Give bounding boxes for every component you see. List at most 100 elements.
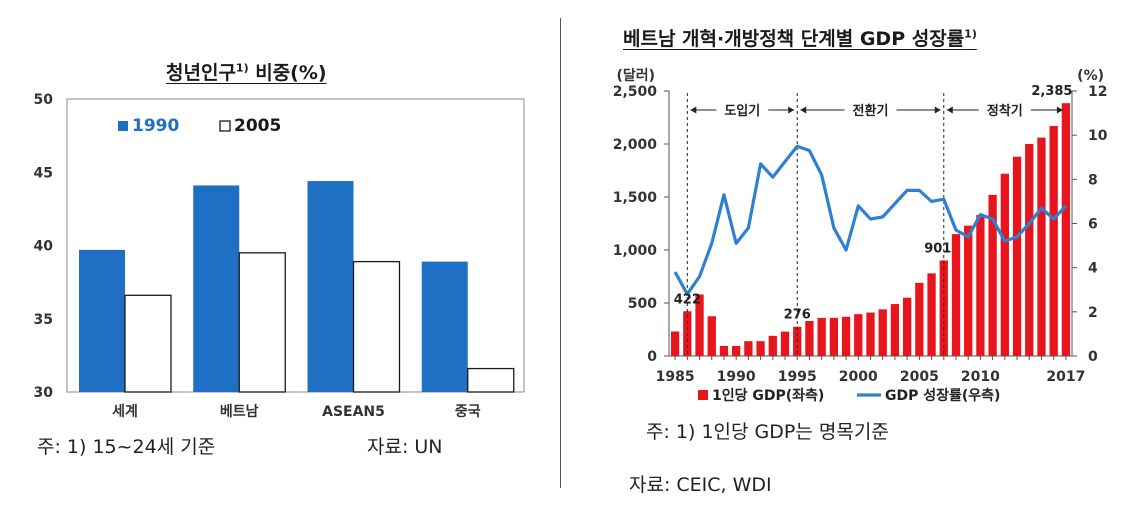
legend-label-gdp: 1인당 GDP(좌측) <box>712 387 824 404</box>
bar-1990 <box>193 185 240 392</box>
y-tick-label: 35 <box>34 312 53 328</box>
gdp-bar <box>805 321 814 356</box>
gdp-bar <box>1012 156 1022 356</box>
gdp-bar <box>1000 173 1009 356</box>
left-chart-panel: 청년인구1) 비중(%) 30 35 40 45 50 세계 베트남 ASEAN5 중국 1990… <box>0 0 560 517</box>
gdp-bar <box>719 345 729 356</box>
y-tick-label: 45 <box>34 165 53 181</box>
right-y-tick-label: 8 <box>1088 172 1098 188</box>
right-title-footnote-mark: 1) <box>964 27 977 41</box>
growth-rate-line <box>673 144 1068 296</box>
gdp-bar <box>829 317 839 356</box>
phase-arrowhead <box>946 106 953 114</box>
gdp-bar <box>768 335 777 356</box>
left-title-suffix: 비중(%) <box>248 62 327 84</box>
left-y-tick-label: 0 <box>647 349 657 365</box>
gdp-bar <box>1025 144 1034 356</box>
gdp-bar <box>756 341 765 356</box>
left-y-tick-label: 1,500 <box>613 190 658 206</box>
gdp-bar <box>964 225 973 356</box>
y-tick-label: 50 <box>34 92 54 108</box>
legend-swatch-gdp <box>698 390 708 400</box>
gdp-bar <box>1037 137 1046 356</box>
gdp-bar <box>841 316 851 356</box>
left-y-tick-label: 2,500 <box>613 84 658 100</box>
bar-2005 <box>238 252 286 393</box>
x-tick-label: 2017 <box>1046 369 1085 385</box>
legend-label-2005: 2005 <box>234 116 281 136</box>
gdp-bar <box>817 317 826 356</box>
youth-population-chart: 30 35 40 45 50 세계 베트남 ASEAN5 중국 1990 2005 <box>34 92 525 420</box>
gdp-bar <box>878 309 887 356</box>
gdp-bar <box>927 273 936 356</box>
phase-label: 전환기 <box>853 103 889 119</box>
y-tick-label: 30 <box>34 385 54 401</box>
right-note: 주: 1) 1인당 GDP는 명목기준 <box>646 421 889 443</box>
phase-label: 도입기 <box>724 104 760 119</box>
right-source: 자료: CEIC, WDI <box>629 474 772 496</box>
bar-data-label: 276 <box>784 308 811 323</box>
bar-1990 <box>79 249 125 392</box>
left-title-text: 청년인구 <box>166 62 236 84</box>
phase-arrowhead <box>690 106 697 114</box>
gdp-bar <box>976 215 985 356</box>
gdp-bar <box>902 297 912 356</box>
gdp-bar <box>670 331 680 356</box>
x-tick-label: 2005 <box>900 369 939 385</box>
gdp-bar <box>915 282 924 356</box>
x-tick-label: 1990 <box>717 369 756 385</box>
phase-arrowhead <box>934 106 941 114</box>
right-y-tick-label: 2 <box>1088 305 1098 321</box>
right-y-tick-label: 12 <box>1088 84 1107 100</box>
gdp-bar <box>890 304 900 356</box>
right-y-tick-label: 6 <box>1088 217 1098 233</box>
x-tick-label: 1985 <box>656 369 695 385</box>
gdp-bar <box>744 341 753 356</box>
panel-divider <box>560 18 561 488</box>
gdp-bar <box>707 316 716 356</box>
y-tick-label: 40 <box>34 239 54 255</box>
legend-label-1990: 1990 <box>132 116 179 136</box>
right-title-text: 베트남 개혁·개방정책 단계별 GDP 성장률 <box>623 28 965 50</box>
phase-arrowhead <box>788 106 795 114</box>
left-y-tick-label: 1,000 <box>613 243 658 259</box>
left-y-tick-label: 2,000 <box>613 137 658 153</box>
x-category-label: 베트남 <box>220 403 259 420</box>
phase-label: 정착기 <box>987 103 1023 119</box>
gdp-bar <box>951 234 961 356</box>
legend-label-growth: GDP 성장률(우측) <box>885 387 1000 404</box>
phase-arrowhead <box>800 106 807 114</box>
plot-frame <box>66 98 525 393</box>
gdp-bar <box>780 331 790 356</box>
right-y-tick-label: 4 <box>1088 261 1098 277</box>
gdp-bar <box>695 294 704 356</box>
x-tick-label: 1995 <box>778 369 817 385</box>
gdp-bar <box>1049 125 1058 356</box>
bar-2005 <box>467 367 515 393</box>
left-y-tick-label: 500 <box>628 296 657 312</box>
bar-data-label: 2,385 <box>1031 84 1072 99</box>
left-source: 자료: UN <box>367 436 443 458</box>
left-note: 주: 1) 15~24세 기준 <box>37 436 216 458</box>
bar-2005 <box>352 260 401 393</box>
x-tick-label: 2000 <box>839 369 878 385</box>
gdp-bar <box>866 312 875 356</box>
right-y-tick-label: 0 <box>1088 349 1098 365</box>
gdp-bar <box>732 345 741 356</box>
x-category-label: 세계 <box>112 404 138 420</box>
x-category-label: ASEAN5 <box>322 404 385 420</box>
right-chart-title: 베트남 개혁·개방정책 단계별 GDP 성장률1) <box>623 24 977 51</box>
gdp-bar <box>939 260 948 356</box>
bar-data-label: 901 <box>924 241 951 256</box>
left-unit-label: (달러) <box>616 68 655 84</box>
gdp-bar <box>988 194 997 356</box>
bar-1990 <box>421 261 468 392</box>
bar-data-label: 422 <box>674 292 701 307</box>
bar-1990 <box>307 181 354 392</box>
legend-swatch-2005 <box>219 120 231 132</box>
gdp-bar <box>854 314 863 356</box>
vietnam-gdp-chart: 0 500 1,000 1,500 2,000 2,500 0 2 4 6 8 10 12 (달러) (%)… <box>613 68 1108 404</box>
right-y-tick-label: 10 <box>1088 128 1108 144</box>
right-unit-label: (%) <box>1077 68 1104 84</box>
x-category-label: 중국 <box>455 404 481 420</box>
